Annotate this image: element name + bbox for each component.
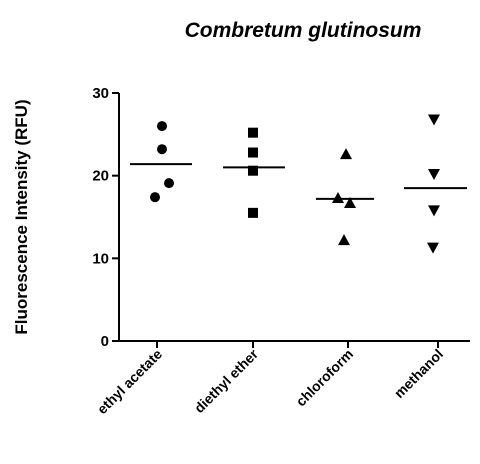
data-point [338, 234, 350, 246]
data-point [340, 148, 352, 160]
x-tick-label: ethyl acetate [94, 346, 165, 417]
y-tick-label: 10 [92, 250, 109, 267]
x-tick-label: chloroform [293, 346, 357, 410]
y-axis-label: Fluorescence Intensity (RFU) [12, 99, 31, 334]
chart-title: Combretum glutinosum [185, 19, 422, 42]
data-point [428, 205, 440, 217]
data-point [157, 121, 167, 132]
data-point [248, 207, 258, 218]
y-tick-label: 30 [92, 85, 109, 102]
data-point [164, 178, 174, 189]
axes-group: 0 10 20 30 ethyl acetate diethyl ether chlorof… [92, 85, 470, 417]
data-point [248, 127, 258, 138]
data-point [344, 196, 356, 208]
data-point [427, 242, 439, 254]
data-marks-group [130, 114, 467, 254]
data-point [332, 191, 344, 203]
data-point [248, 147, 258, 158]
data-point [428, 169, 440, 181]
x-tick-label: methanol [391, 346, 446, 401]
data-point [150, 192, 160, 203]
data-point [428, 114, 440, 126]
data-point [248, 165, 258, 176]
y-tick-label: 20 [92, 168, 109, 185]
y-tick-label: 0 [101, 333, 109, 350]
x-tick-label: diethyl ether [191, 345, 262, 416]
data-point [157, 144, 167, 155]
